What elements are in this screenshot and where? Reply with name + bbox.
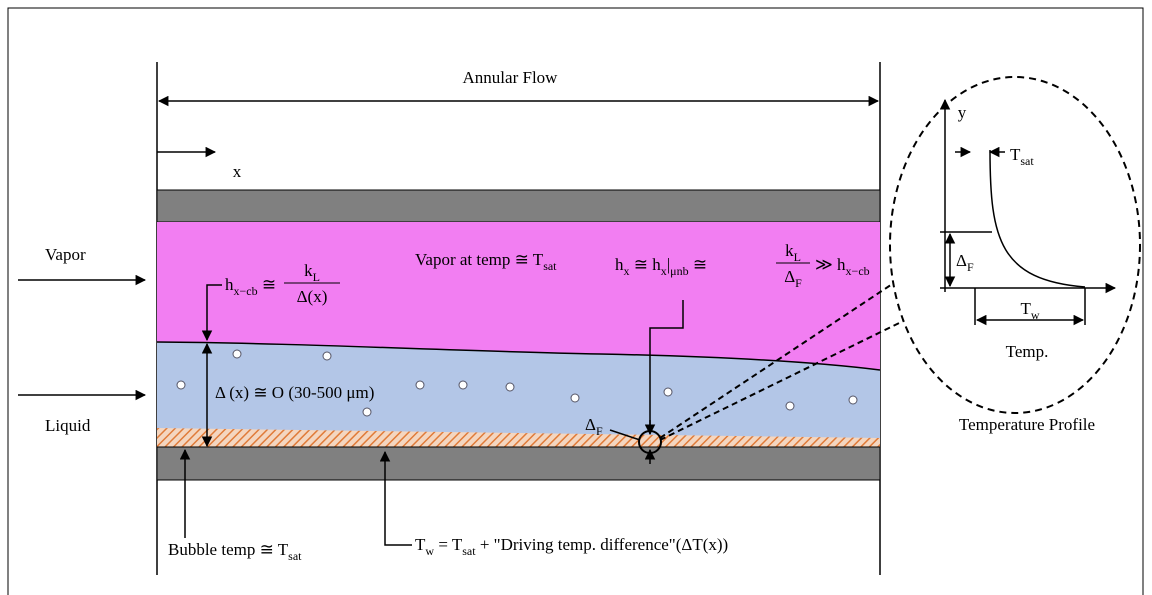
x-label: x — [233, 162, 242, 181]
text-run: Bubble temp ≅ T — [168, 540, 289, 559]
text-run: + "Driving temp. difference"(ΔT(x)) — [476, 535, 729, 554]
text-run: Δ — [956, 251, 967, 270]
text-run: = T — [434, 535, 463, 554]
text-run: ≅ — [689, 255, 708, 274]
text-run: Δ(x) — [297, 287, 328, 306]
vapor-label: Vapor — [45, 245, 86, 264]
subscript: x−cb — [234, 284, 258, 298]
top-wall — [157, 190, 880, 222]
subscript: x−cb — [846, 264, 870, 278]
bottom-wall — [157, 447, 880, 480]
text-run: T — [1010, 145, 1021, 164]
inset-caption: Temperature Profile — [959, 415, 1095, 434]
bubble-temp: Bubble temp ≅ Tsat — [168, 540, 302, 563]
subscript: μnb — [670, 264, 688, 278]
text-run: Vapor at temp ≅ T — [415, 250, 544, 269]
text-run: Δ (x) ≅ O (30-500 μm) — [215, 383, 374, 402]
text-run: Δ — [784, 267, 795, 286]
subscript: sat — [543, 259, 557, 273]
text-run: ≫ h — [815, 255, 846, 274]
text-run: Δ — [585, 415, 596, 434]
subscript: L — [794, 250, 801, 264]
subscript: w — [425, 544, 434, 558]
thickness-label: Δ (x) ≅ O (30-500 μm) — [215, 383, 374, 402]
text-run: T — [415, 535, 426, 554]
hxcb-denominator: Δ(x) — [297, 287, 328, 306]
inset-circle — [890, 77, 1140, 413]
wall-temp: Tw = Tsat + "Driving temp. difference"(Δ… — [415, 535, 728, 558]
subscript: F — [596, 424, 603, 438]
subscript: L — [313, 270, 320, 284]
diagram: Annular Flow x Vapor Liquid Vapor at temp ≅ … — [0, 0, 1152, 595]
subscript: F — [795, 276, 802, 290]
inset-y-label: y — [958, 103, 967, 122]
subscript: sat — [1020, 154, 1034, 168]
subscript: w — [1031, 308, 1040, 322]
subscript: sat — [288, 549, 302, 563]
text-run: T — [1020, 299, 1031, 318]
text-run: ≅ — [258, 275, 277, 294]
title: Annular Flow — [463, 68, 559, 87]
inset-temp: Temp. — [1006, 342, 1049, 361]
subscript: sat — [462, 544, 476, 558]
subscript: F — [967, 260, 974, 274]
text-run: ≅ h — [630, 255, 662, 274]
liquid-label: Liquid — [45, 416, 91, 435]
